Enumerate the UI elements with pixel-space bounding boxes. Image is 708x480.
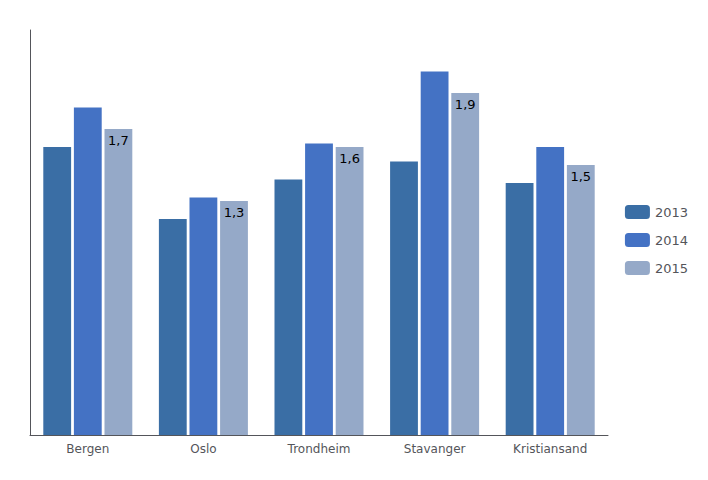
svg-text:1,3: 1,3 [224,205,245,220]
svg-text:2015: 2015 [655,261,688,276]
svg-text:1,6: 1,6 [339,151,360,166]
svg-text:Oslo: Oslo [190,442,216,456]
svg-text:2014: 2014 [655,233,688,248]
svg-text:Stavanger: Stavanger [404,442,466,456]
svg-text:1,5: 1,5 [570,169,591,184]
svg-text:2013: 2013 [655,205,688,220]
svg-text:Bergen: Bergen [66,442,109,456]
svg-text:Kristiansand: Kristiansand [513,442,587,456]
svg-text:Trondheim: Trondheim [287,442,351,456]
svg-text:1,7: 1,7 [108,133,129,148]
svg-text:1,9: 1,9 [455,97,476,112]
